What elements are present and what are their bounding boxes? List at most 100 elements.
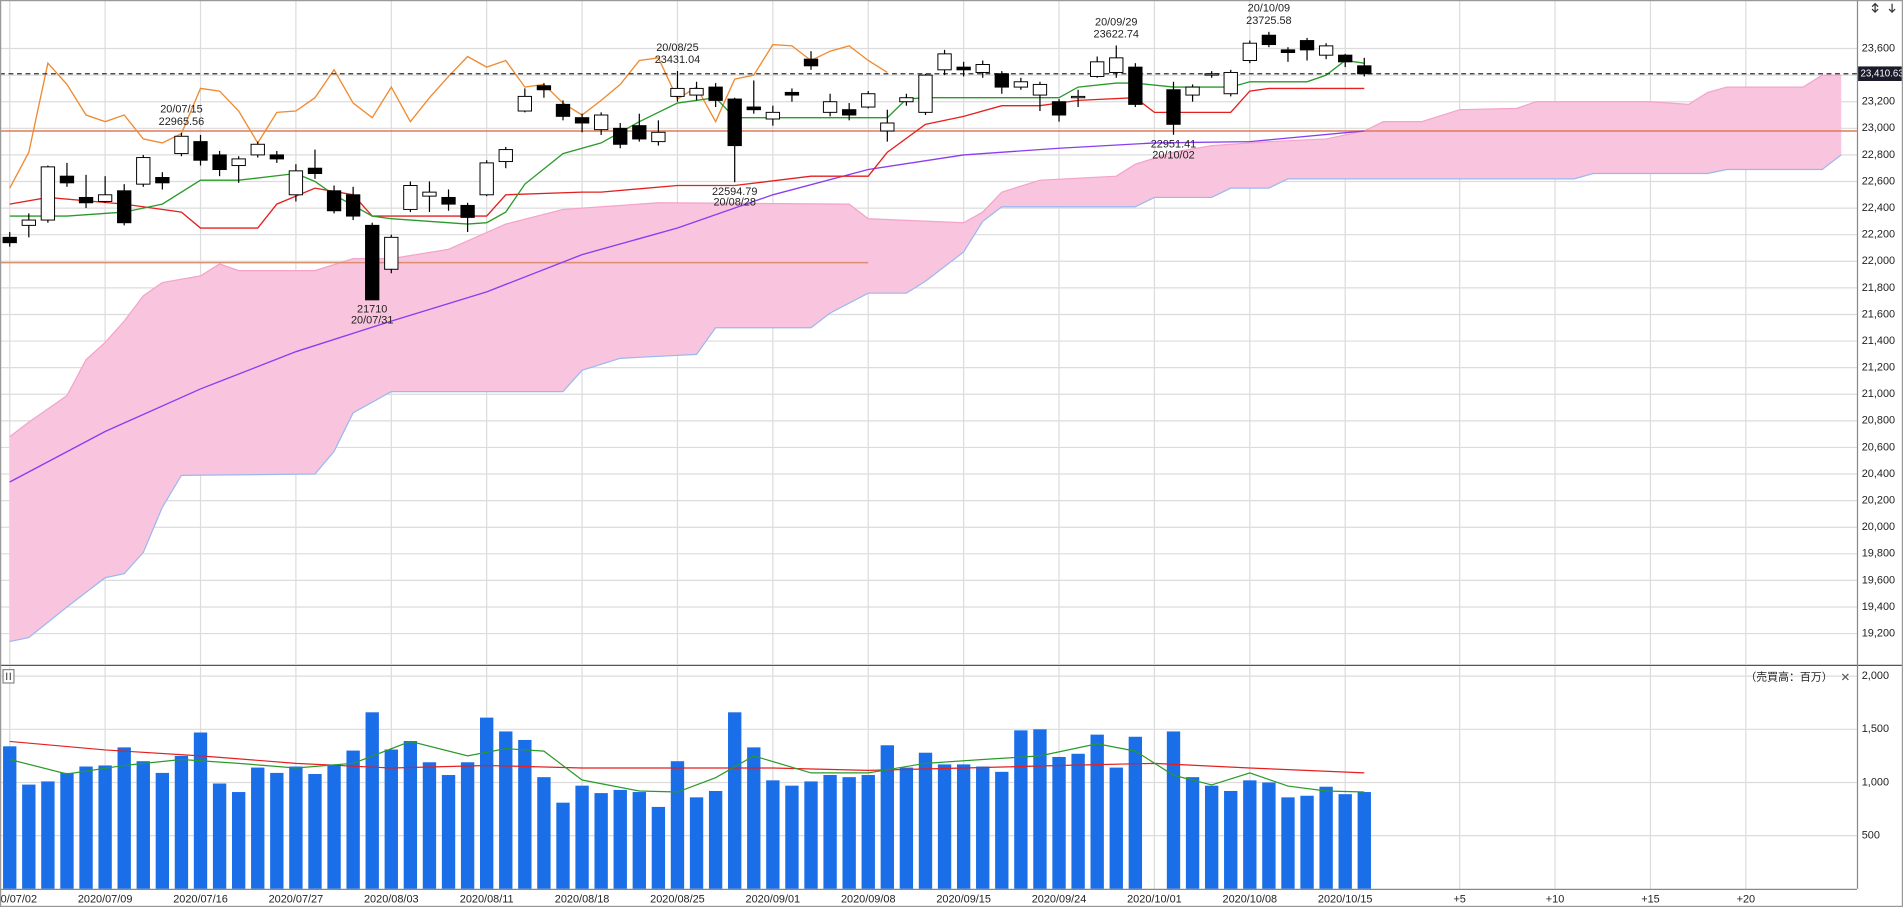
volume-bar xyxy=(1033,729,1047,889)
volume-bar xyxy=(441,775,456,889)
volume-bar xyxy=(575,785,589,889)
candle-body xyxy=(861,93,876,108)
volume-bar xyxy=(766,780,780,889)
candle-body xyxy=(117,190,132,224)
extreme-label: 22594.79 xyxy=(712,186,757,198)
volume-bar xyxy=(22,784,36,889)
candle-body xyxy=(1338,54,1353,63)
candle-body xyxy=(97,194,113,202)
candle-body xyxy=(918,74,933,113)
mark-layer xyxy=(2,31,1372,889)
y-tick-label: 21,400 xyxy=(1862,335,1895,347)
candle-body xyxy=(880,122,895,132)
y-tick-label: 21,600 xyxy=(1862,308,1895,320)
handle-grip xyxy=(6,672,11,680)
candle-body xyxy=(822,101,838,113)
indicator-line xyxy=(9,59,1365,225)
candle-body xyxy=(269,154,284,160)
volume-average-line xyxy=(9,740,1365,774)
volume-title: （売買高：百万） xyxy=(1745,669,1832,683)
y-tick-label: 20,200 xyxy=(1862,495,1895,507)
volume-bar xyxy=(1300,795,1314,889)
volume-bar xyxy=(384,749,398,889)
panel-handle[interactable] xyxy=(2,669,15,684)
volume-bar xyxy=(193,732,208,889)
volume-bar xyxy=(403,741,418,889)
x-tick-label: 2020/08/25 xyxy=(650,894,705,906)
extreme-label: 20/07/31 xyxy=(351,314,393,326)
y-tick-label: 20,000 xyxy=(1862,521,1895,533)
candle-body xyxy=(613,127,628,145)
volume-bar xyxy=(212,783,227,889)
y-tick-label: 23,200 xyxy=(1862,96,1895,108)
y-tick-label: 20,600 xyxy=(1862,441,1895,453)
volume-bar xyxy=(1319,786,1333,889)
volume-bar xyxy=(651,806,666,889)
candle-body xyxy=(1128,66,1143,105)
x-tick-label: 2020/07/16 xyxy=(173,894,228,906)
extreme-label: 23622.74 xyxy=(1094,28,1139,40)
extreme-label: 20/07/15 xyxy=(160,104,202,116)
candle-body xyxy=(899,97,914,103)
candle-body xyxy=(365,224,380,301)
volume-bar xyxy=(1109,767,1123,889)
candle-body xyxy=(479,162,494,196)
x-tick-label: +10 xyxy=(1546,894,1565,906)
y2-tick-label: 1,000 xyxy=(1862,776,1889,788)
candle-body xyxy=(422,191,437,197)
candle-body xyxy=(155,177,170,184)
cloud-fill xyxy=(9,75,1842,642)
y-tick-label: 19,200 xyxy=(1862,627,1895,639)
volume-bar xyxy=(251,767,265,889)
candle-body xyxy=(498,149,513,163)
volume-bar xyxy=(899,767,914,889)
y-tick-label: 23,000 xyxy=(1862,122,1895,134)
y-tick-label: 21,000 xyxy=(1862,388,1895,400)
close-icon[interactable] xyxy=(1841,673,1849,681)
volume-bar xyxy=(880,745,895,889)
volume-bar xyxy=(346,750,360,889)
x-tick-label: 2020/07/02 xyxy=(0,894,37,906)
extreme-label: 22951.41 xyxy=(1151,138,1196,150)
resize-icon[interactable] xyxy=(1871,2,1879,14)
x-tick-label: +5 xyxy=(1453,894,1465,906)
y-tick-label: 22,600 xyxy=(1862,175,1895,187)
candle-body xyxy=(288,170,304,196)
volume-bar xyxy=(327,764,341,889)
extreme-label: 23431.04 xyxy=(655,54,700,66)
extreme-label: 20/08/25 xyxy=(656,42,698,54)
y-tick-label: 20,800 xyxy=(1862,415,1895,427)
candle-body xyxy=(937,53,952,71)
candle-body xyxy=(1261,34,1277,46)
volume-bar xyxy=(136,761,150,889)
volume-bar xyxy=(1185,777,1200,889)
extreme-label: 20/08/28 xyxy=(713,197,755,209)
candle-body xyxy=(460,204,475,218)
volume-bar xyxy=(1357,792,1371,889)
candle-body xyxy=(1299,40,1315,51)
y-tick-label: 20,400 xyxy=(1862,468,1895,480)
last-price-label: 23,410.63 xyxy=(1861,68,1903,79)
volume-bar xyxy=(918,752,933,889)
y2-tick-label: 2,000 xyxy=(1862,670,1889,682)
candle-body xyxy=(975,64,990,73)
candle-body xyxy=(670,87,685,97)
candle-body xyxy=(1280,49,1296,54)
volume-bar xyxy=(1052,756,1066,889)
cloud-upper-edge xyxy=(9,74,1842,438)
candle-body xyxy=(1070,95,1086,99)
down-icon[interactable] xyxy=(1888,3,1896,14)
volume-bar xyxy=(689,797,704,889)
volume-average-line xyxy=(9,740,1365,793)
candle-body xyxy=(1242,42,1257,61)
line-layer xyxy=(0,43,1857,483)
volume-bar xyxy=(518,739,532,889)
candle-body xyxy=(842,109,857,116)
candle-body xyxy=(326,190,342,212)
x-tick-label: 2020/09/24 xyxy=(1032,894,1087,906)
volume-bar xyxy=(499,731,513,889)
panel-controls[interactable] xyxy=(1871,2,1896,14)
x-tick-label: +15 xyxy=(1641,894,1660,906)
